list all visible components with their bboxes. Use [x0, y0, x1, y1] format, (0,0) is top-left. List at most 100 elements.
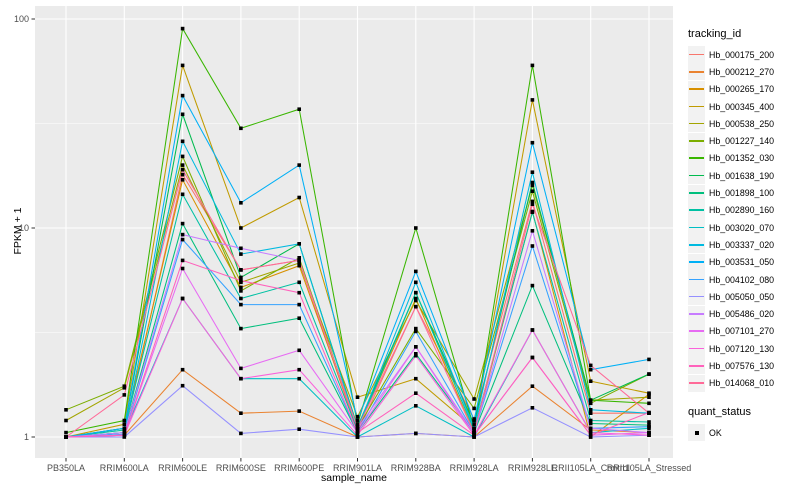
- data-point: [647, 401, 651, 406]
- data-point: [414, 298, 418, 303]
- data-point: [239, 268, 243, 272]
- data-point: [588, 401, 593, 406]
- data-point: [64, 435, 68, 439]
- x-tick-label: RRIM600LA: [100, 463, 149, 473]
- data-point: [180, 167, 185, 172]
- point-shape-icon: [688, 424, 705, 442]
- line-swatch-icon: [689, 347, 704, 350]
- data-point: [530, 189, 535, 193]
- legend-item-Hb_007576_130: Hb_007576_130: [688, 357, 800, 375]
- data-point: [588, 363, 593, 368]
- legend-item-label: Hb_014068_010: [709, 378, 775, 389]
- legend-item-Hb_003337_020: Hb_003337_020: [688, 236, 800, 254]
- color-line-icon: [688, 340, 705, 358]
- data-point: [239, 201, 243, 205]
- data-point: [414, 304, 418, 309]
- line-swatch-icon: [689, 53, 704, 56]
- legend-item-Hb_003531_050: Hb_003531_050: [688, 253, 800, 271]
- x-tick-label: RRIM928LE: [508, 463, 557, 473]
- data-point: [122, 418, 127, 423]
- data-point: [180, 383, 185, 388]
- legend-item-Hb_000212_270: Hb_000212_270: [688, 63, 800, 81]
- legend-item-Hb_014068_010: Hb_014068_010: [688, 374, 800, 392]
- y-axis-title: FPKM + 1: [12, 207, 24, 255]
- color-line-icon: [688, 184, 705, 202]
- data-point: [180, 163, 185, 167]
- legend-item-label: Hb_000265_170: [709, 84, 775, 95]
- data-point: [180, 258, 185, 263]
- line-swatch-icon: [689, 122, 704, 125]
- data-point: [239, 431, 243, 436]
- data-point: [297, 302, 301, 307]
- legend-item-Hb_000345_400: Hb_000345_400: [688, 98, 800, 116]
- legend-item-label: Hb_001898_100: [709, 188, 775, 199]
- data-point: [297, 195, 301, 200]
- data-point: [122, 384, 127, 388]
- color-line-icon: [688, 288, 705, 306]
- data-point: [239, 226, 243, 230]
- data-point: [588, 426, 593, 431]
- legend-item-Hb_000175_200: Hb_000175_200: [688, 46, 800, 64]
- data-point: [239, 296, 243, 301]
- data-point: [414, 391, 418, 395]
- line-swatch-icon: [689, 313, 704, 315]
- line-swatch-icon: [689, 105, 704, 108]
- legend-item-label: Hb_000538_250: [709, 118, 775, 129]
- data-point: [414, 431, 418, 436]
- line-swatch-icon: [689, 70, 704, 73]
- legend-item-label: Hb_000345_400: [709, 101, 775, 112]
- data-point: [239, 285, 243, 290]
- data-point: [647, 395, 651, 399]
- data-point: [297, 409, 301, 413]
- data-point: [530, 328, 535, 332]
- data-point: [530, 384, 535, 388]
- legend-item-label: Hb_003020_070: [709, 222, 775, 233]
- data-point: [297, 376, 301, 381]
- legend-item-label: Hb_005486_020: [709, 309, 775, 320]
- x-tick-label: RRIM928LA: [450, 463, 499, 473]
- line-swatch-icon: [689, 364, 704, 367]
- data-point: [355, 433, 360, 437]
- data-point: [297, 290, 301, 295]
- data-point: [530, 98, 535, 102]
- color-line-icon: [688, 305, 705, 323]
- color-line-icon: [688, 80, 705, 98]
- data-point: [64, 430, 68, 435]
- legend-item-label: Hb_007576_130: [709, 360, 775, 371]
- data-point: [355, 418, 360, 423]
- data-point: [239, 275, 243, 280]
- data-point: [530, 283, 535, 288]
- line-swatch-icon: [689, 295, 704, 298]
- color-line-icon: [688, 271, 705, 288]
- data-point: [530, 244, 535, 248]
- data-point: [297, 242, 301, 246]
- line-swatch-icon: [689, 88, 704, 90]
- legend-item-Hb_005050_050: Hb_005050_050: [688, 288, 800, 306]
- data-point: [180, 367, 185, 372]
- data-point: [239, 302, 243, 307]
- color-line-icon: [688, 236, 705, 254]
- data-point: [122, 433, 127, 437]
- data-point: [180, 266, 185, 271]
- legend-item-Hb_004102_080: Hb_004102_080: [688, 271, 800, 288]
- data-point: [530, 140, 535, 145]
- color-line-icon: [688, 149, 705, 167]
- data-point: [588, 418, 593, 423]
- data-point: [472, 418, 476, 423]
- data-point: [647, 357, 651, 362]
- legend-item-label: Hb_001227_140: [709, 136, 775, 147]
- data-point: [414, 352, 418, 356]
- line-swatch-icon: [689, 382, 704, 384]
- legend-item-label: Hb_002890_160: [709, 205, 775, 216]
- legend-item-label: Hb_004102_080: [709, 274, 775, 285]
- legend-item-Hb_005486_020: Hb_005486_020: [688, 305, 800, 323]
- data-point: [180, 172, 185, 177]
- data-point: [472, 397, 476, 401]
- data-point: [414, 326, 418, 331]
- data-point: [180, 112, 185, 117]
- data-point: [239, 246, 243, 251]
- data-point: [588, 411, 593, 415]
- x-tick-label: RRIM600PE: [274, 463, 324, 473]
- color-line-icon: [688, 63, 705, 81]
